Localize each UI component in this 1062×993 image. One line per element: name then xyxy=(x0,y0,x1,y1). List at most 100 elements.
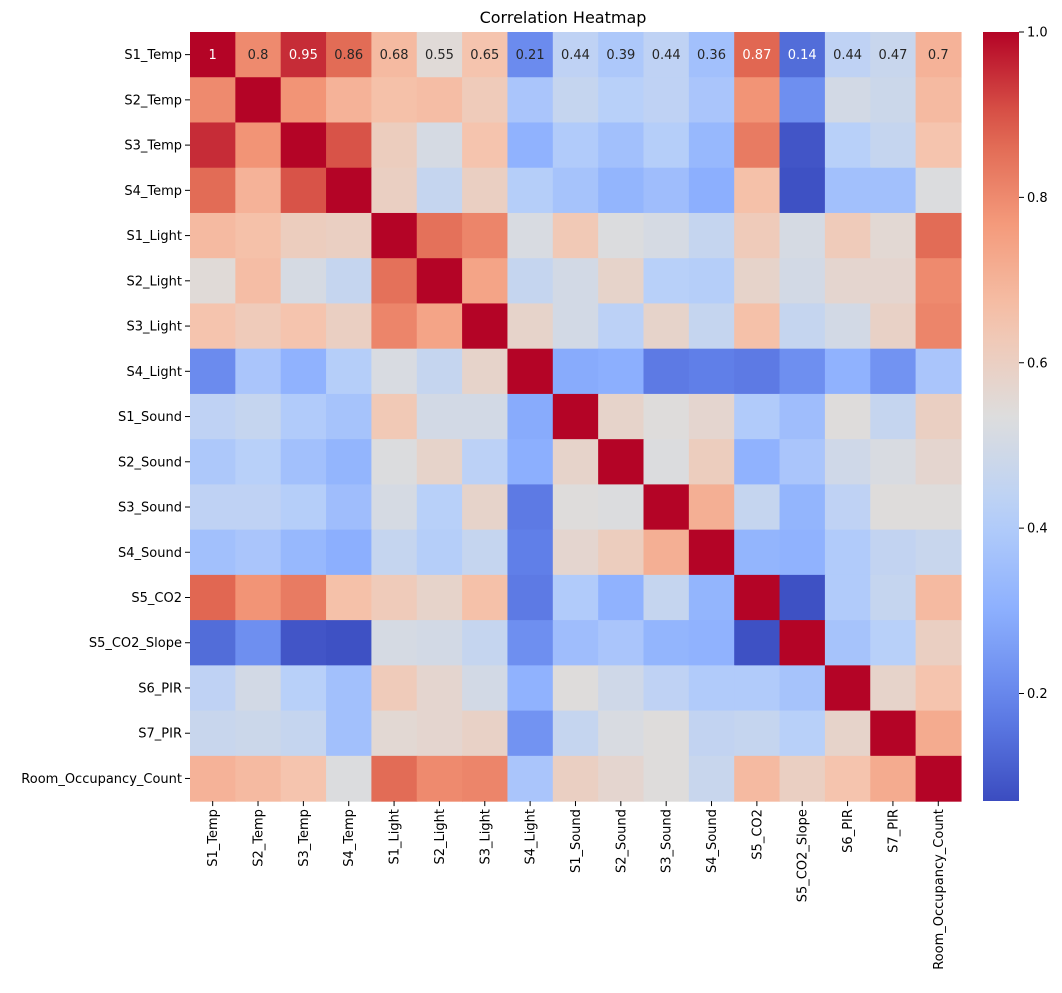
heatmap-cell xyxy=(190,77,236,124)
heatmap-cell xyxy=(870,620,917,666)
heatmap-cell xyxy=(824,348,871,395)
heatmap-cell xyxy=(688,755,735,802)
heatmap-cell xyxy=(688,665,735,712)
x-tick-label: S4_Sound xyxy=(705,809,720,873)
heatmap-cell xyxy=(643,439,690,485)
heatmap-cell xyxy=(915,620,962,666)
heatmap-cell xyxy=(190,167,236,214)
heatmap-cell xyxy=(235,122,282,169)
heatmap-cell xyxy=(190,348,236,395)
heatmap-cell xyxy=(462,393,509,440)
heatmap-cell xyxy=(643,167,690,214)
colorbar-tick-label: 1.0 xyxy=(1027,26,1048,41)
heatmap-cell xyxy=(598,212,645,259)
x-tick-label: S3_Temp xyxy=(297,809,312,867)
heatmap-cell xyxy=(416,665,463,712)
heatmap-cell xyxy=(598,529,645,576)
y-tick-label: S4_Sound xyxy=(118,546,182,561)
heatmap-cell xyxy=(688,303,735,350)
heatmap-cell xyxy=(371,755,418,802)
heatmap-cell xyxy=(870,393,917,440)
colorbar-tick-label: 0.6 xyxy=(1027,356,1048,371)
heatmap-cell xyxy=(915,348,962,395)
cell-annotation: 0.8 xyxy=(248,48,269,63)
heatmap-cell xyxy=(552,32,599,78)
heatmap-cell xyxy=(643,212,690,259)
heatmap-cell xyxy=(507,620,554,666)
heatmap-cell xyxy=(462,484,509,531)
heatmap-cell xyxy=(462,755,509,802)
heatmap-cell xyxy=(462,348,509,395)
heatmap-cell xyxy=(462,439,509,485)
heatmap-cell xyxy=(915,529,962,576)
heatmap-cell xyxy=(462,77,509,124)
heatmap-cell xyxy=(688,529,735,576)
y-tick-label: S3_Temp xyxy=(124,139,182,154)
heatmap-cell xyxy=(326,393,372,440)
heatmap-cell xyxy=(416,755,463,802)
heatmap-cell xyxy=(552,122,599,169)
heatmap-cell xyxy=(870,32,917,78)
heatmap-cell xyxy=(507,710,554,757)
heatmap-cell xyxy=(326,122,372,169)
heatmap-cell xyxy=(643,529,690,576)
heatmap-cell xyxy=(190,393,236,440)
heatmap-cell xyxy=(598,393,645,440)
chart-title: Correlation Heatmap xyxy=(480,8,647,27)
heatmap-cell xyxy=(779,484,826,531)
heatmap-cell xyxy=(870,77,917,124)
heatmap-cell xyxy=(552,348,599,395)
heatmap-cell xyxy=(734,77,781,124)
heatmap-cell xyxy=(824,77,871,124)
heatmap-cell xyxy=(416,348,463,395)
heatmap-cell xyxy=(870,258,917,305)
heatmap-cell xyxy=(779,212,826,259)
heatmap-cell xyxy=(915,32,962,78)
heatmap-cell xyxy=(326,439,372,485)
x-tick-label: Room_Occupancy_Count xyxy=(932,809,947,970)
heatmap-cell xyxy=(462,167,509,214)
heatmap-cell xyxy=(326,77,372,124)
heatmap-cell xyxy=(552,620,599,666)
heatmap-cell xyxy=(462,258,509,305)
heatmap-cell xyxy=(462,212,509,259)
heatmap-cell xyxy=(824,710,871,757)
heatmap-cell xyxy=(235,303,282,350)
heatmap-cell xyxy=(371,167,418,214)
heatmap-cell xyxy=(235,665,282,712)
cell-annotation: 0.55 xyxy=(425,48,454,63)
heatmap-cell xyxy=(870,529,917,576)
heatmap-cell xyxy=(416,574,463,621)
heatmap-cell xyxy=(598,710,645,757)
x-tick-label: S6_PIR xyxy=(841,809,856,853)
heatmap-cell xyxy=(824,393,871,440)
cell-annotation: 0.87 xyxy=(742,48,771,63)
y-tick-label: S3_Light xyxy=(127,320,182,335)
heatmap-cell xyxy=(598,620,645,666)
heatmap-cell xyxy=(326,212,372,259)
heatmap-cell xyxy=(598,122,645,169)
heatmap-cell xyxy=(598,439,645,485)
heatmap-cell xyxy=(552,439,599,485)
heatmap-cell xyxy=(235,529,282,576)
heatmap-cell xyxy=(824,484,871,531)
x-axis-tick-labels: S1_Temp S2_Temp S3_Temp S4_Temp S1_Light S2_L… xyxy=(206,801,947,970)
heatmap-cell xyxy=(280,393,327,440)
heatmap-cell xyxy=(870,665,917,712)
heatmap-cell xyxy=(643,32,690,78)
heatmap-cell xyxy=(507,122,554,169)
heatmap-cell xyxy=(688,439,735,485)
cell-annotation: 0.95 xyxy=(289,48,318,63)
heatmap-cell xyxy=(462,122,509,169)
heatmap-cell xyxy=(598,665,645,712)
heatmap-cell xyxy=(416,167,463,214)
heatmap-cell xyxy=(779,258,826,305)
y-tick-label: S2_Sound xyxy=(118,455,182,470)
x-tick-label: S2_Temp xyxy=(252,809,267,867)
heatmap-cell xyxy=(235,574,282,621)
heatmap-cells xyxy=(190,32,962,802)
y-tick-label: Room_Occupancy_Count xyxy=(21,772,182,787)
colorbar-ticks: 0.2 0.4 0.6 0.8 1.0 xyxy=(1019,26,1048,702)
heatmap-cell xyxy=(643,258,690,305)
heatmap-cell xyxy=(416,122,463,169)
